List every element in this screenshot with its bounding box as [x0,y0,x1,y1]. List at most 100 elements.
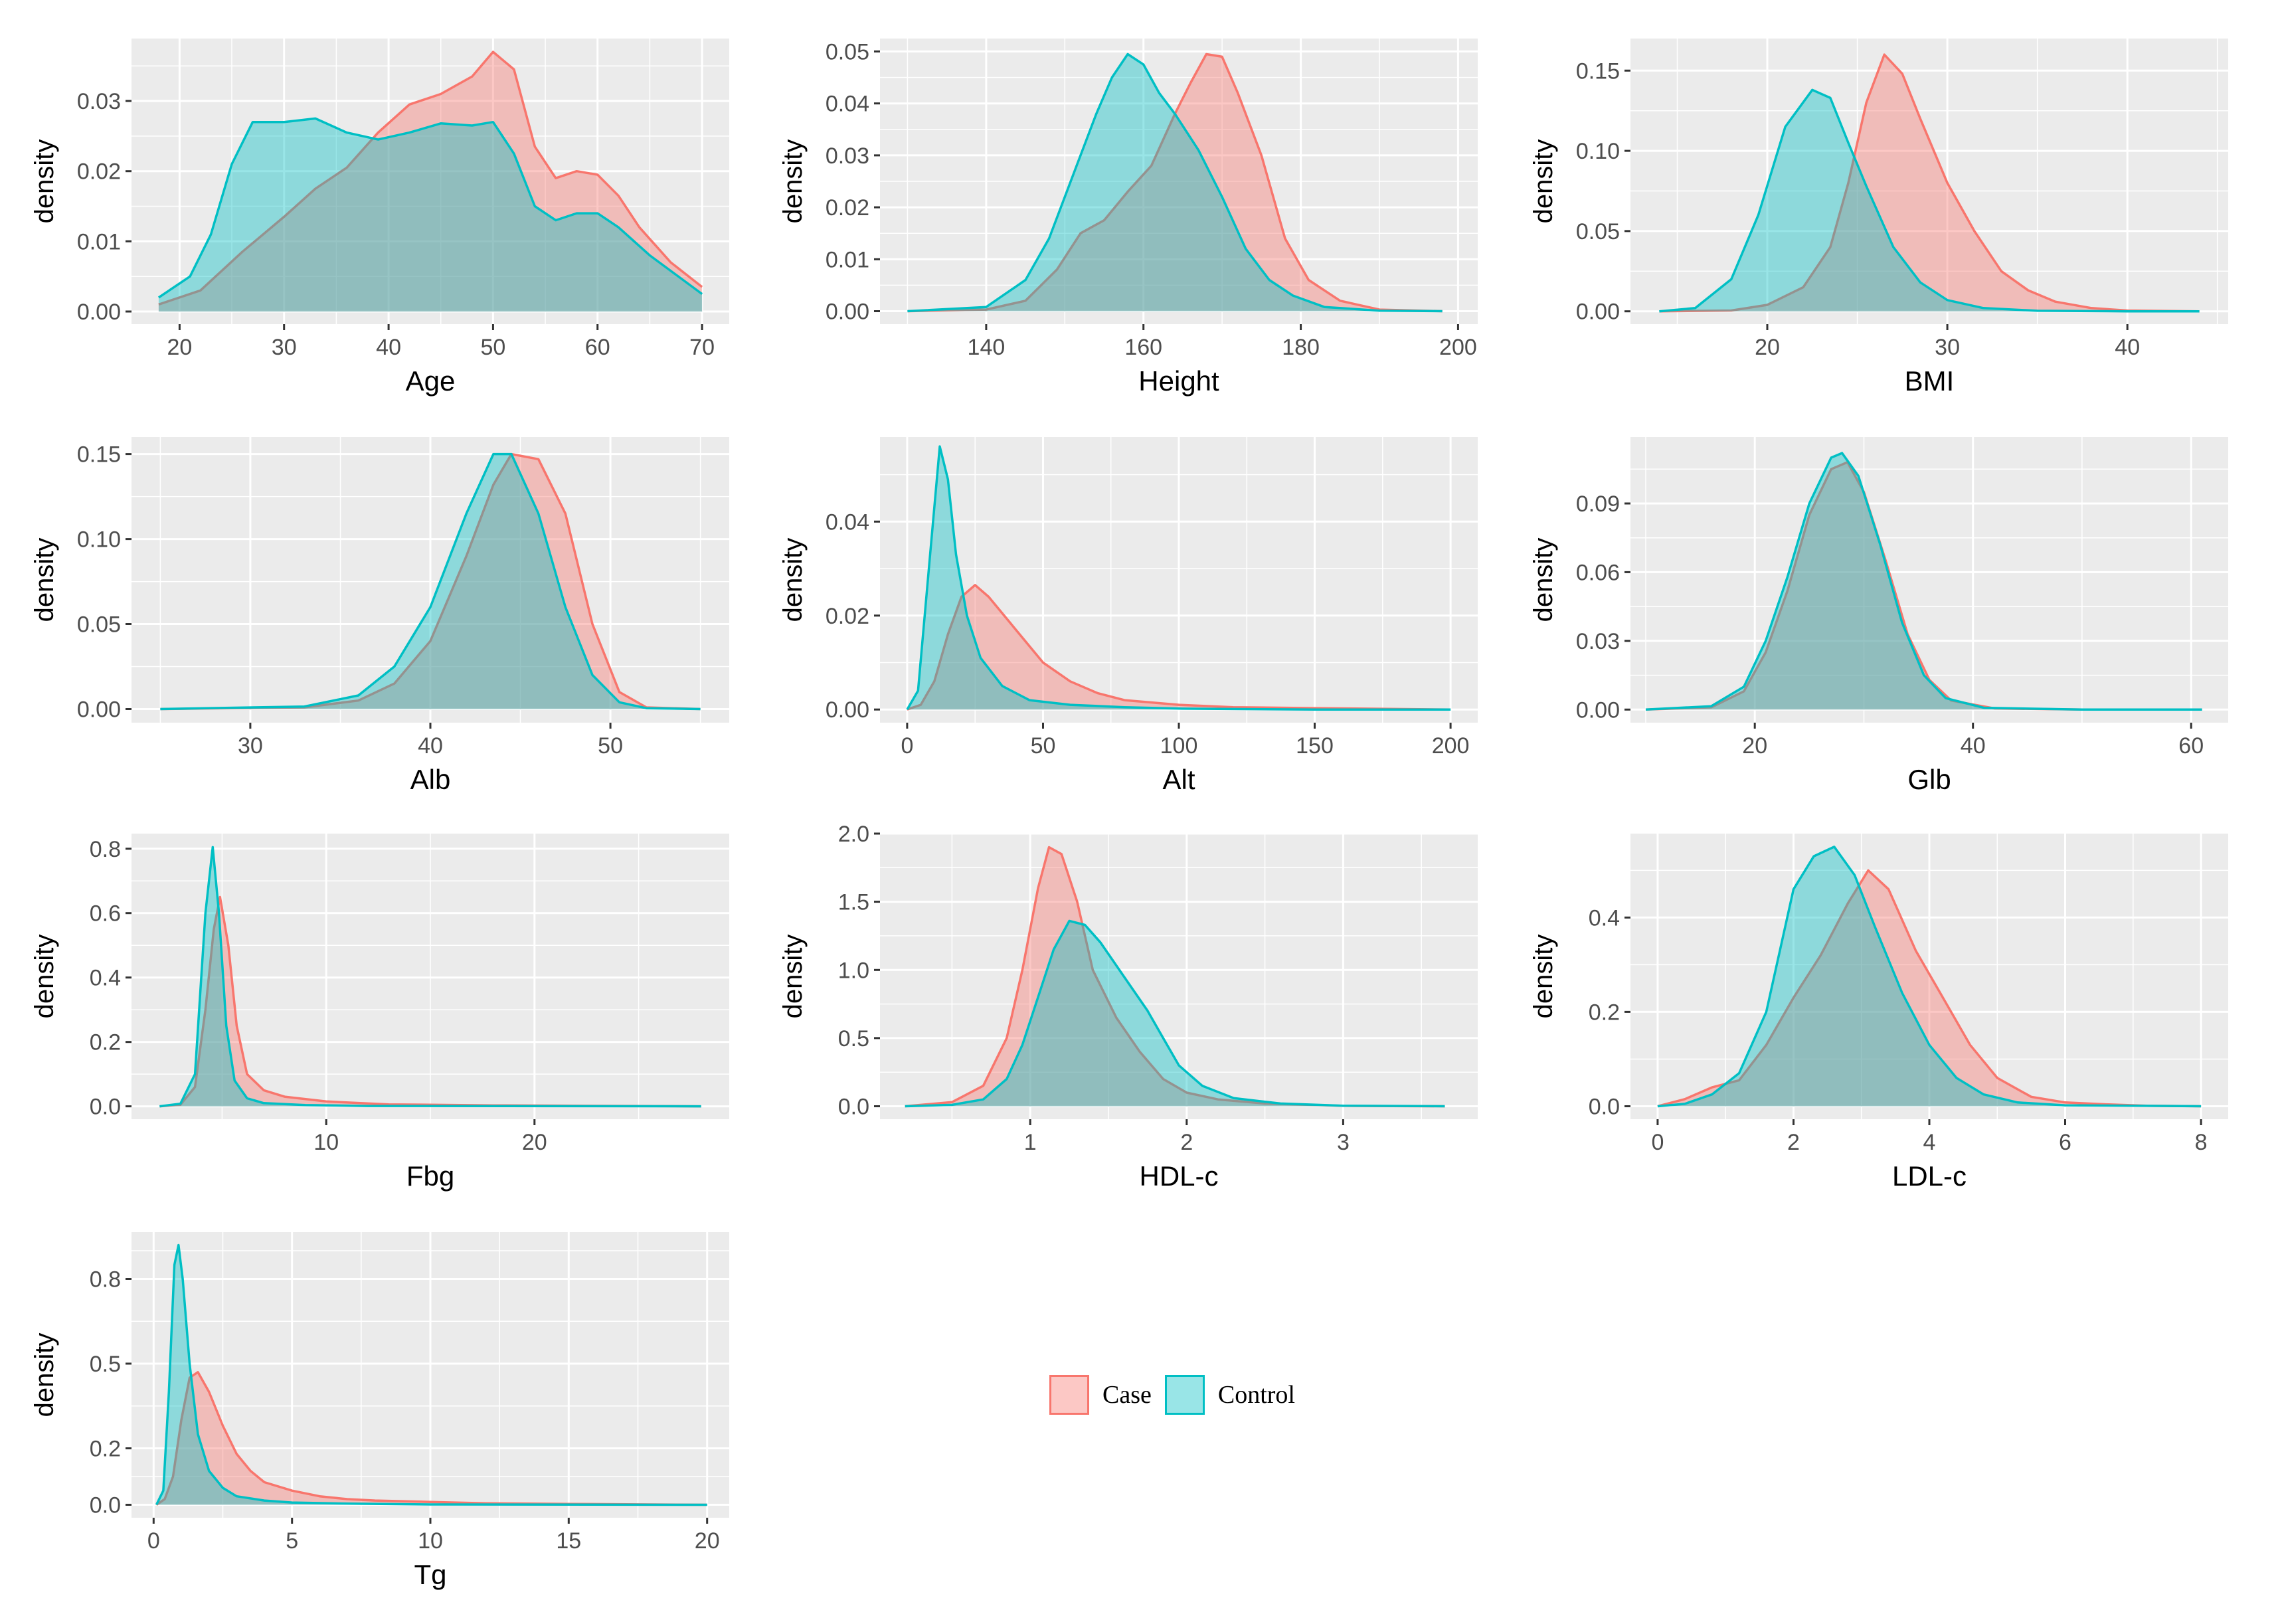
x-tick-label: 20 [167,335,192,360]
y-tick-label: 0.00 [826,300,869,325]
density-line-control [160,452,701,711]
density-area-control [1659,90,2200,312]
density-line-control [155,1243,707,1506]
density-line-case [905,846,1445,1108]
density-line-control [907,52,1443,313]
y-tick-label: 0.6 [90,901,121,927]
density-area-case [158,52,703,312]
y-tick-label: 0.09 [1576,492,1620,517]
density-area-control [159,847,701,1107]
x-tick-label: 6 [2059,1130,2071,1155]
y-tick-label: 0.5 [90,1352,121,1377]
x-tick-label: 140 [968,335,1006,360]
density-line-control [1657,846,2202,1108]
x-tick-label: 20 [1755,335,1780,360]
y-tick-label: 0.00 [77,697,121,723]
y-tick-label: 0.04 [826,92,869,117]
density-area-control [905,921,1445,1107]
y-tick-label: 0.15 [1576,58,1620,84]
density-chart-age: 20 30 40 50 60 70 0.00 0.01 0.02 0.03 Age density [30,39,729,397]
y-tick-label: 0.05 [826,40,869,65]
x-tick-label: 200 [1439,335,1477,360]
density-chart-height: 140 160 180 200 0.00 0.01 0.02 0.03 0.04 0.05 Heig… [778,39,1478,397]
legend-key-control [1164,1375,1205,1415]
density-panel-fbg: 10 20 0.0 0.2 0.4 0.6 0.8 Fbg density [0,834,743,1225]
y-tick-label: 0.0 [1589,1095,1620,1120]
legend-label-case: Case [1102,1381,1152,1409]
y-tick-label: 0.2 [90,1030,121,1055]
density-line-control [157,117,703,299]
y-tick-label: 0.0 [90,1095,121,1120]
density-chart-alb: 30 40 50 0.00 0.05 0.10 0.15 Alb density [30,437,729,795]
legend-label-control: Control [1217,1381,1295,1409]
y-tick-label: 0.8 [90,1267,121,1293]
density-area-control [1646,453,2202,710]
x-tick-label: 20 [695,1528,720,1554]
density-area-control [907,54,1443,312]
y-tick-label: 0.03 [826,143,869,169]
x-tick-label: 10 [313,1130,339,1155]
y-tick-label: 0.0 [90,1493,121,1518]
density-chart-fbg: 10 20 0.0 0.2 0.4 0.6 0.8 Fbg density [30,834,729,1192]
x-tick-label: 180 [1282,335,1320,360]
density-line-control [905,919,1445,1108]
x-tick-label: 10 [418,1528,443,1554]
y-tick-label: 0.05 [77,612,121,638]
y-tick-label: 1.5 [838,890,869,915]
density-area-control [156,1245,707,1505]
x-tick-label: 40 [376,335,401,360]
x-tick-label: 2 [1787,1130,1800,1155]
x-axis-title: LDL-c [1892,1160,1967,1192]
y-tick-label: 1.0 [838,958,869,983]
density-area-case [907,585,1451,710]
x-tick-label: 200 [1432,733,1470,759]
y-tick-label: 0.5 [838,1026,869,1051]
plot-background [880,834,1478,1119]
y-axis-title: density [30,935,59,1019]
density-panel-bmi: 20 30 40 0.00 0.05 0.10 0.15 BMI density [1498,39,2241,430]
plot-background [1630,39,2228,324]
y-axis-title: density [778,538,808,622]
y-tick-label: 0.4 [90,966,121,991]
x-tick-label: 0 [147,1528,160,1554]
x-tick-label: 5 [286,1528,298,1554]
density-area-case [905,847,1445,1107]
density-panel-tg: 0 5 10 15 20 0.0 0.2 0.5 0.8 Tg density [0,1232,743,1624]
x-axis-title: BMI [1905,365,1955,397]
density-line-case [1657,869,2202,1108]
density-panel-age: 20 30 40 50 60 70 0.00 0.01 0.02 0.03 Age density [0,39,743,430]
y-tick-label: 0.10 [1576,139,1620,164]
density-chart-tg: 0 5 10 15 20 0.0 0.2 0.5 0.8 Tg density [30,1232,729,1590]
density-line-case [1659,53,2200,313]
density-line-case [907,52,1443,313]
y-axis-title: density [30,538,59,622]
y-axis-title: density [1529,935,1558,1019]
x-axis-title: Tg [414,1559,446,1590]
x-tick-label: 100 [1160,733,1198,759]
y-axis-title: density [30,1333,59,1417]
y-tick-label: 0.10 [77,527,121,553]
density-line-control [1645,452,2202,711]
y-tick-label: 2.0 [838,822,869,847]
x-axis-title: Alt [1162,764,1195,795]
density-line-case [160,452,701,711]
x-axis-title: Height [1138,365,1219,397]
density-line-case [907,584,1451,711]
y-tick-label: 0.0 [838,1095,869,1120]
y-tick-label: 0.02 [826,195,869,221]
x-tick-label: 3 [1337,1130,1350,1155]
y-axis-title: density [778,935,808,1019]
y-tick-label: 0.00 [1576,300,1620,325]
density-area-case [159,897,701,1107]
density-chart-hdl-c: 1 2 3 0.0 0.5 1.0 1.5 2.0 HDL-c density [778,822,1478,1192]
x-tick-label: 30 [1935,335,1960,360]
y-tick-label: 0.2 [1589,1000,1620,1025]
y-tick-label: 0.4 [1589,905,1620,931]
y-tick-label: 0.00 [77,300,121,325]
density-panel-ldl-c: 0 2 4 6 8 0.0 0.2 0.4 LDL-c density [1498,834,2241,1225]
density-area-case [907,54,1443,312]
y-tick-label: 0.04 [826,509,869,535]
x-axis-title: Glb [1907,764,1951,795]
density-area-control [907,446,1451,710]
y-tick-label: 0.05 [1576,219,1620,244]
